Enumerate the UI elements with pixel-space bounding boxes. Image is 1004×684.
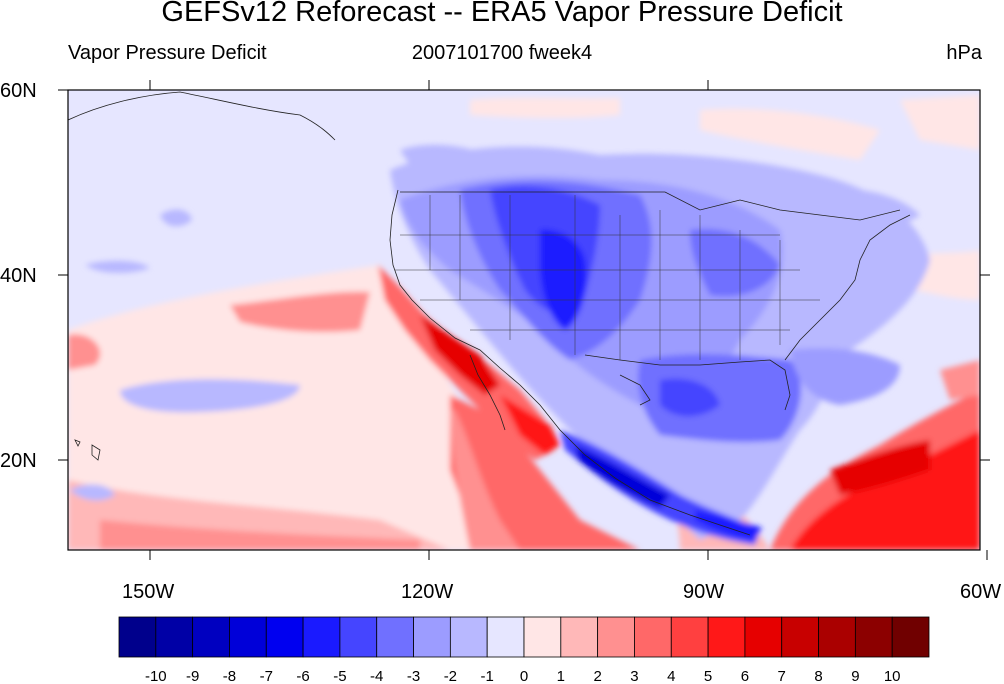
lat-label-20n: 20N [0,450,37,472]
colorbar-swatch [486,616,525,658]
colorbar-swatch [634,616,672,658]
colorbar-tick-label: 4 [667,668,675,684]
colorbar-tick-label: 1 [557,668,565,684]
date-label: 2007101700 fweek4 [411,42,593,64]
colorbar-tick-label: 5 [704,668,712,684]
variable-label: Vapor Pressure Deficit [68,42,267,64]
colorbar-tick-label: -9 [186,668,199,684]
colorbar-tick-label: -8 [223,668,236,684]
colorbar-swatch [302,616,341,658]
lat-label-40n: 40N [0,265,37,287]
axis-ticks [58,80,990,560]
colorbar-swatch [818,616,856,658]
colorbar-tick-label: 8 [814,668,822,684]
lon-label-120w: 120W [401,581,454,603]
colorbar-swatch [265,616,304,658]
colorbar-swatch [523,616,562,658]
colorbar-tick-label: 6 [741,668,749,684]
colorbar-swatch [597,616,635,658]
lat-label-60n: 60N [0,80,37,102]
coastlines [68,91,911,536]
colorbar-swatch [155,616,194,658]
colorbar-tick-label: 9 [851,668,859,684]
colorbar-swatch [560,616,599,658]
colorbar-tick-label: -1 [481,668,494,684]
colorbar-swatch [744,616,783,658]
colorbar-swatch [229,616,267,658]
colorbar-swatch [781,616,819,658]
colorbar: -10 -9 -8 -7 -6 -5 -4 -3 -2 -1 0 1 2 3 4 5 6 7 8 9 10 [118,616,930,684]
lon-label-60w: 60W [960,581,1002,603]
lon-label-90w: 90W [683,581,725,603]
colorbar-swatch [339,616,378,658]
lon-label-150w: 150W [122,581,175,603]
state-borders [395,195,820,360]
colorbar-swatch [192,616,230,658]
colorbar-tick-label: 3 [630,668,638,684]
units-label: hPa [946,42,982,64]
vpd-field [68,90,980,550]
colorbar-tick-label: -5 [333,668,346,684]
colorbar-tick-label: -10 [145,668,167,684]
colorbar-tick-label: -6 [296,668,309,684]
colorbar-tick-label: 10 [884,668,901,684]
colorbar-swatch [413,616,451,658]
colorbar-tick-label: -4 [370,668,383,684]
page-title: GEFSv12 Reforecast -- ERA5 Vapor Pressur… [161,0,843,28]
colorbar-swatch [891,616,930,658]
colorbar-swatch [376,616,414,658]
colorbar-tick-label: -3 [407,668,420,684]
colorbar-tick-label: -7 [260,668,273,684]
colorbar-tick-label: 0 [520,668,528,684]
colorbar-swatch [670,616,709,658]
colorbar-swatch [118,616,157,658]
colorbar-swatch [854,616,893,658]
colorbar-tick-label: 7 [778,668,786,684]
colorbar-swatch [449,616,488,658]
colorbar-swatch [707,616,746,658]
map-frame [67,89,981,551]
colorbar-tick-label: 2 [593,668,601,684]
colorbar-tick-label: -2 [444,668,457,684]
